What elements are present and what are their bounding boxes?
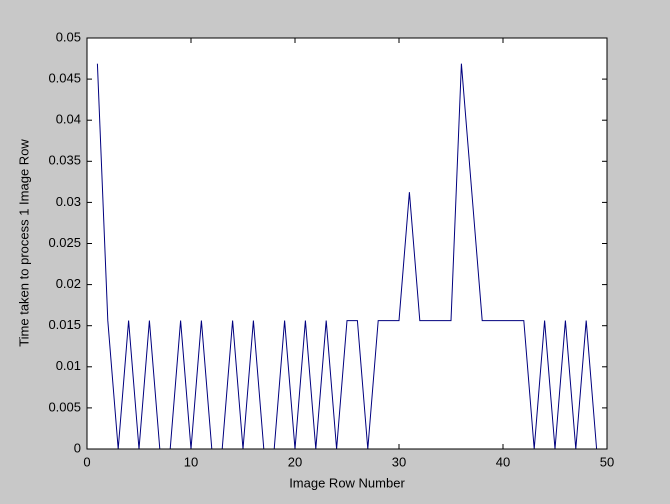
x-tick-label: 20 [288, 454, 302, 469]
y-tick-label: 0.025 [48, 235, 81, 250]
x-tick-label: 0 [83, 454, 90, 469]
x-tick-label: 40 [496, 454, 510, 469]
y-axis-label: Time taken to process 1 Image Row [16, 139, 31, 347]
axes-box [86, 37, 608, 450]
y-tick-label: 0.04 [56, 112, 81, 127]
x-tick-label: 50 [600, 454, 614, 469]
x-tick-label: 10 [184, 454, 198, 469]
x-tick-label: 30 [392, 454, 406, 469]
data-line [96, 63, 598, 450]
y-tick-label: 0.045 [48, 71, 81, 86]
y-tick-label: 0.005 [48, 399, 81, 414]
x-axis-label: Image Row Number [289, 475, 405, 490]
y-tick-label: 0.05 [56, 29, 81, 44]
y-tick-label: 0.015 [48, 317, 81, 332]
y-tick-label: 0.03 [56, 194, 81, 209]
y-tick-label: 0.01 [56, 358, 81, 373]
y-tick-label: 0 [74, 440, 81, 455]
y-tick-label: 0.035 [48, 153, 81, 168]
plot-area [87, 38, 607, 449]
y-tick-label: 0.02 [56, 276, 81, 291]
